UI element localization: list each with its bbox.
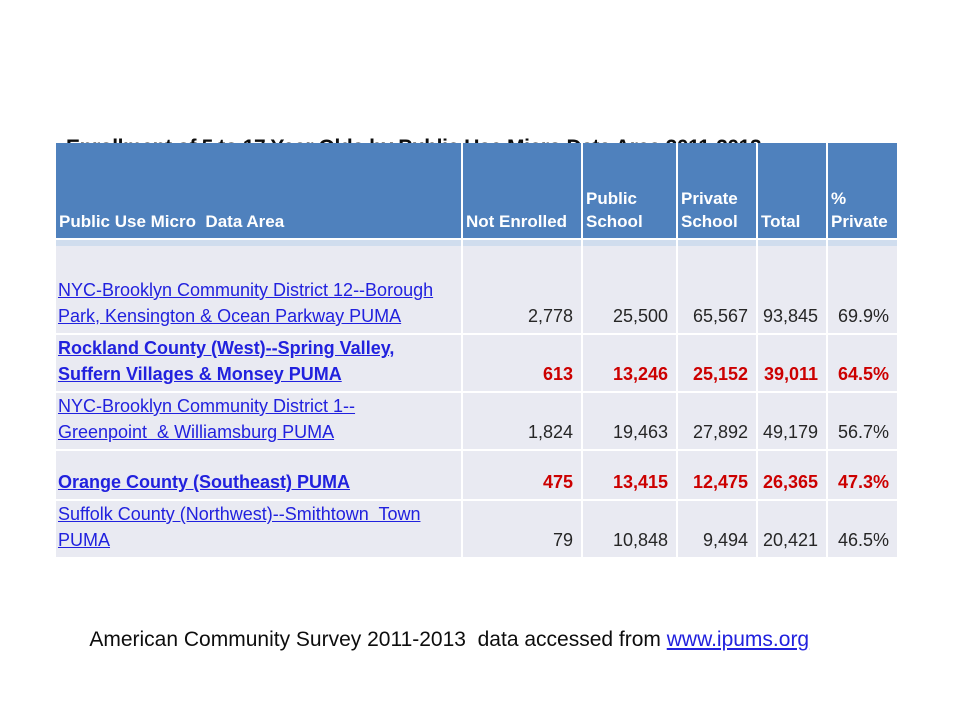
puma-link[interactable]: NYC-Brooklyn Community District 12--Boro… [58, 280, 434, 326]
puma-cell: Suffolk County (Northwest)--Smithtown To… [56, 499, 463, 557]
total-cell: 49,179 [758, 391, 828, 449]
not-enrolled-cell: 2,778 [463, 246, 583, 333]
public-school-cell: 25,500 [583, 246, 678, 333]
table-row: Rockland County (West)--Spring Valley, S… [56, 333, 897, 391]
private-school-cell: 65,567 [678, 246, 758, 333]
band-cell [758, 240, 828, 246]
public-school-cell: 13,415 [583, 449, 678, 499]
not-enrolled-cell: 1,824 [463, 391, 583, 449]
table-row: NYC-Brooklyn Community District 1-- Gree… [56, 391, 897, 449]
total-cell: 20,421 [758, 499, 828, 557]
total-cell: 26,365 [758, 449, 828, 499]
puma-link[interactable]: NYC-Brooklyn Community District 1-- Gree… [58, 396, 356, 442]
source-note: American Community Survey 2011-2013 data… [66, 598, 809, 682]
header-separator-band [56, 240, 897, 246]
public-school-cell: 13,246 [583, 333, 678, 391]
public-school-cell: 19,463 [583, 391, 678, 449]
puma-link[interactable]: Orange County (Southeast) PUMA [58, 472, 351, 492]
puma-cell: NYC-Brooklyn Community District 12--Boro… [56, 246, 463, 333]
puma-link[interactable]: Rockland County (West)--Spring Valley, S… [58, 338, 395, 384]
puma-link[interactable]: Suffolk County (Northwest)--Smithtown To… [58, 504, 421, 550]
source-text: American Community Survey 2011-2013 data… [89, 628, 667, 651]
total-cell: 93,845 [758, 246, 828, 333]
table-row: Suffolk County (Northwest)--Smithtown To… [56, 499, 897, 557]
pct-private-cell: 46.5% [828, 499, 897, 557]
puma-cell: Rockland County (West)--Spring Valley, S… [56, 333, 463, 391]
col-header-pct-private: % Private [828, 143, 897, 240]
col-header-private-school: Private School [678, 143, 758, 240]
band-cell [583, 240, 678, 246]
table-row: Orange County (Southeast) PUMA 475 13,41… [56, 449, 897, 499]
col-header-public-school: Public School [583, 143, 678, 240]
band-cell [828, 240, 897, 246]
private-school-cell: 27,892 [678, 391, 758, 449]
private-school-cell: 9,494 [678, 499, 758, 557]
ipums-link[interactable]: www.ipums.org [666, 628, 810, 651]
private-school-cell: 25,152 [678, 333, 758, 391]
col-header-puma: Public Use Micro Data Area [56, 143, 463, 240]
pct-private-cell: 56.7% [828, 391, 897, 449]
table-row: NYC-Brooklyn Community District 12--Boro… [56, 246, 897, 333]
puma-cell: NYC-Brooklyn Community District 1-- Gree… [56, 391, 463, 449]
table-header-row: Public Use Micro Data Area Not Enrolled … [56, 143, 897, 240]
col-header-total: Total [758, 143, 828, 240]
public-school-cell: 10,848 [583, 499, 678, 557]
enrollment-table: Public Use Micro Data Area Not Enrolled … [56, 143, 897, 557]
not-enrolled-cell: 79 [463, 499, 583, 557]
private-school-cell: 12,475 [678, 449, 758, 499]
col-header-not-enrolled: Not Enrolled [463, 143, 583, 240]
puma-cell: Orange County (Southeast) PUMA [56, 449, 463, 499]
band-cell [56, 240, 463, 246]
total-cell: 39,011 [758, 333, 828, 391]
not-enrolled-cell: 475 [463, 449, 583, 499]
band-cell [678, 240, 758, 246]
pct-private-cell: 69.9% [828, 246, 897, 333]
not-enrolled-cell: 613 [463, 333, 583, 391]
pct-private-cell: 64.5% [828, 333, 897, 391]
pct-private-cell: 47.3% [828, 449, 897, 499]
band-cell [463, 240, 583, 246]
